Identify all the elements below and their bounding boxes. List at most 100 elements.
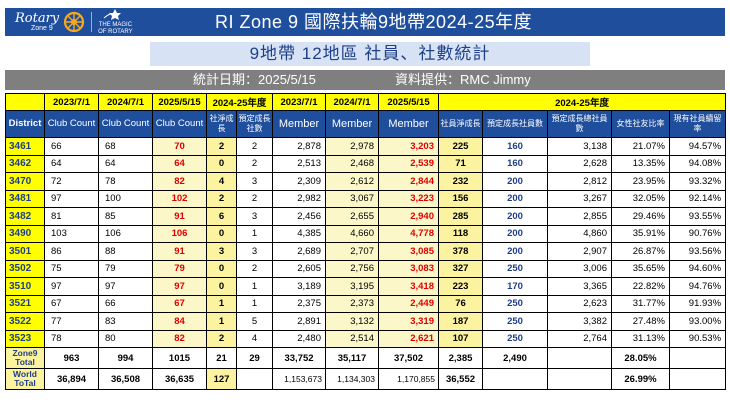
title-banner: Rotary Zone 9 THE MAGIC OF ROTARY RI Zon…: [5, 8, 725, 36]
table-cell: 21: [206, 347, 237, 369]
table-cell: 93.55%: [668, 207, 727, 226]
table-cell: 2,764: [547, 329, 612, 348]
magic-line-1: THE MAGIC: [98, 22, 133, 28]
table-cell: 3,267: [547, 189, 612, 208]
table-cell: 70: [152, 137, 207, 156]
table-cell: 4,385: [272, 224, 326, 243]
table-cell: 13.35%: [611, 154, 670, 173]
column-header: 社員淨成長: [438, 110, 483, 138]
report-dateline: 統計日期：2025/5/15 資料提供：RMC Jimmy: [5, 70, 725, 90]
table-cell: 127: [206, 368, 237, 390]
district-cell: 3522: [5, 312, 45, 331]
district-cell: 3521: [5, 294, 45, 313]
table-cell: 2,539: [378, 154, 439, 173]
table-cell: 26.99%: [611, 368, 670, 390]
rotary-logo-word: Rotary: [15, 10, 60, 26]
table-cell: 79: [152, 259, 207, 278]
table-cell: 82: [152, 329, 207, 348]
column-header: 預定成長總社員數: [547, 110, 612, 138]
table-cell: 2: [236, 137, 273, 156]
table-cell: 29.46%: [611, 207, 670, 226]
table-cell: 78: [98, 172, 153, 191]
table-cell: 26.87%: [611, 242, 670, 261]
table-cell: 3: [236, 242, 273, 261]
table-cell: 1,153,673: [272, 368, 326, 390]
table-cell: 22.82%: [611, 277, 670, 296]
rotary-logo: Rotary Zone 9: [15, 12, 59, 33]
table-cell: 2,623: [547, 294, 612, 313]
table-cell: 91: [152, 242, 207, 261]
table-cell: 3,365: [547, 277, 612, 296]
table-cell: 86: [44, 242, 99, 261]
table-cell: 66: [44, 137, 99, 156]
header-cell: 2024/7/1: [98, 93, 153, 111]
table-cell: 76: [438, 294, 483, 313]
table-cell: 2,707: [325, 242, 379, 261]
table-cell: 2,514: [325, 329, 379, 348]
table-cell: 0: [206, 259, 237, 278]
table-cell: 0: [206, 154, 237, 173]
table-cell: 79: [98, 259, 153, 278]
table-cell: 36,894: [44, 368, 99, 390]
table-cell: 118: [438, 224, 483, 243]
table-cell: 1015: [152, 347, 207, 369]
table-cell: 2,844: [378, 172, 439, 191]
table-cell: 78: [44, 329, 99, 348]
table-cell: 2,490: [482, 347, 548, 369]
table-cell: 2,612: [325, 172, 379, 191]
table-cell: 3,203: [378, 137, 439, 156]
table-cell: 23.95%: [611, 172, 670, 191]
table-cell: 3,006: [547, 259, 612, 278]
table-cell: 285: [438, 207, 483, 226]
table-cell: 2,385: [438, 347, 483, 369]
table-cell: 36,635: [152, 368, 207, 390]
column-header: 女性社友比率: [611, 110, 670, 138]
table-cell: 6: [206, 207, 237, 226]
table-cell: 250: [482, 329, 548, 348]
table-row: 3462 64 64 64 0 2 2,513 2,468 2,539 71 160 2,628 13.…: [5, 154, 727, 173]
table-cell: 378: [438, 242, 483, 261]
table-cell: 1,170,855: [378, 368, 439, 390]
table-cell: 2: [206, 137, 237, 156]
table-cell: 75: [44, 259, 99, 278]
table-cell: 66: [98, 294, 153, 313]
table-cell: 4,778: [378, 224, 439, 243]
table-cell: 2: [236, 154, 273, 173]
logo-block: Rotary Zone 9 THE MAGIC OF ROTARY: [5, 8, 190, 36]
table-cell: 3,085: [378, 242, 439, 261]
table-cell: [547, 347, 612, 369]
table-cell: 2,456: [272, 207, 326, 226]
table-cell: 106: [152, 224, 207, 243]
table-cell: 200: [482, 224, 548, 243]
table-cell: 2,605: [272, 259, 326, 278]
table-cell: 2,940: [378, 207, 439, 226]
table-cell: 92.14%: [668, 189, 727, 208]
magic-line-2: OF ROTARY: [98, 29, 133, 35]
header-cell: 2024-25年度: [437, 93, 727, 111]
table-cell: [547, 368, 612, 390]
table-cell: 200: [482, 207, 548, 226]
district-cell: 3501: [5, 242, 45, 261]
table-cell: 2: [236, 189, 273, 208]
table-cell: 33,752: [272, 347, 326, 369]
table-row: 3490 103 106 106 0 1 4,385 4,660 4,778 118 200 4,86…: [5, 224, 727, 243]
table-cell: 2,449: [378, 294, 439, 313]
table-cell: 1: [236, 277, 273, 296]
table-cell: 1: [236, 294, 273, 313]
stats-date: 統計日期：2025/5/15: [193, 72, 316, 87]
table-row: 3482 81 85 91 6 3 2,456 2,655 2,940 285 200 2,855 29…: [5, 207, 727, 226]
table-cell: 31.77%: [611, 294, 670, 313]
header-cell: [5, 93, 45, 111]
table-cell: 250: [482, 312, 548, 331]
table-cell: 156: [438, 189, 483, 208]
world-total-label: World ToTal: [5, 368, 45, 390]
table-cell: 64: [152, 154, 207, 173]
table-cell: 68: [98, 137, 153, 156]
table-cell: 80: [98, 329, 153, 348]
table-cell: 2,628: [547, 154, 612, 173]
table-cell: 97: [44, 189, 99, 208]
table-cell: 200: [482, 172, 548, 191]
membership-stats-table: 2023/7/1 2024/7/1 2025/5/15 2024-25年度 20…: [5, 93, 727, 390]
table-cell: 2,468: [325, 154, 379, 173]
table-cell: 200: [482, 189, 548, 208]
